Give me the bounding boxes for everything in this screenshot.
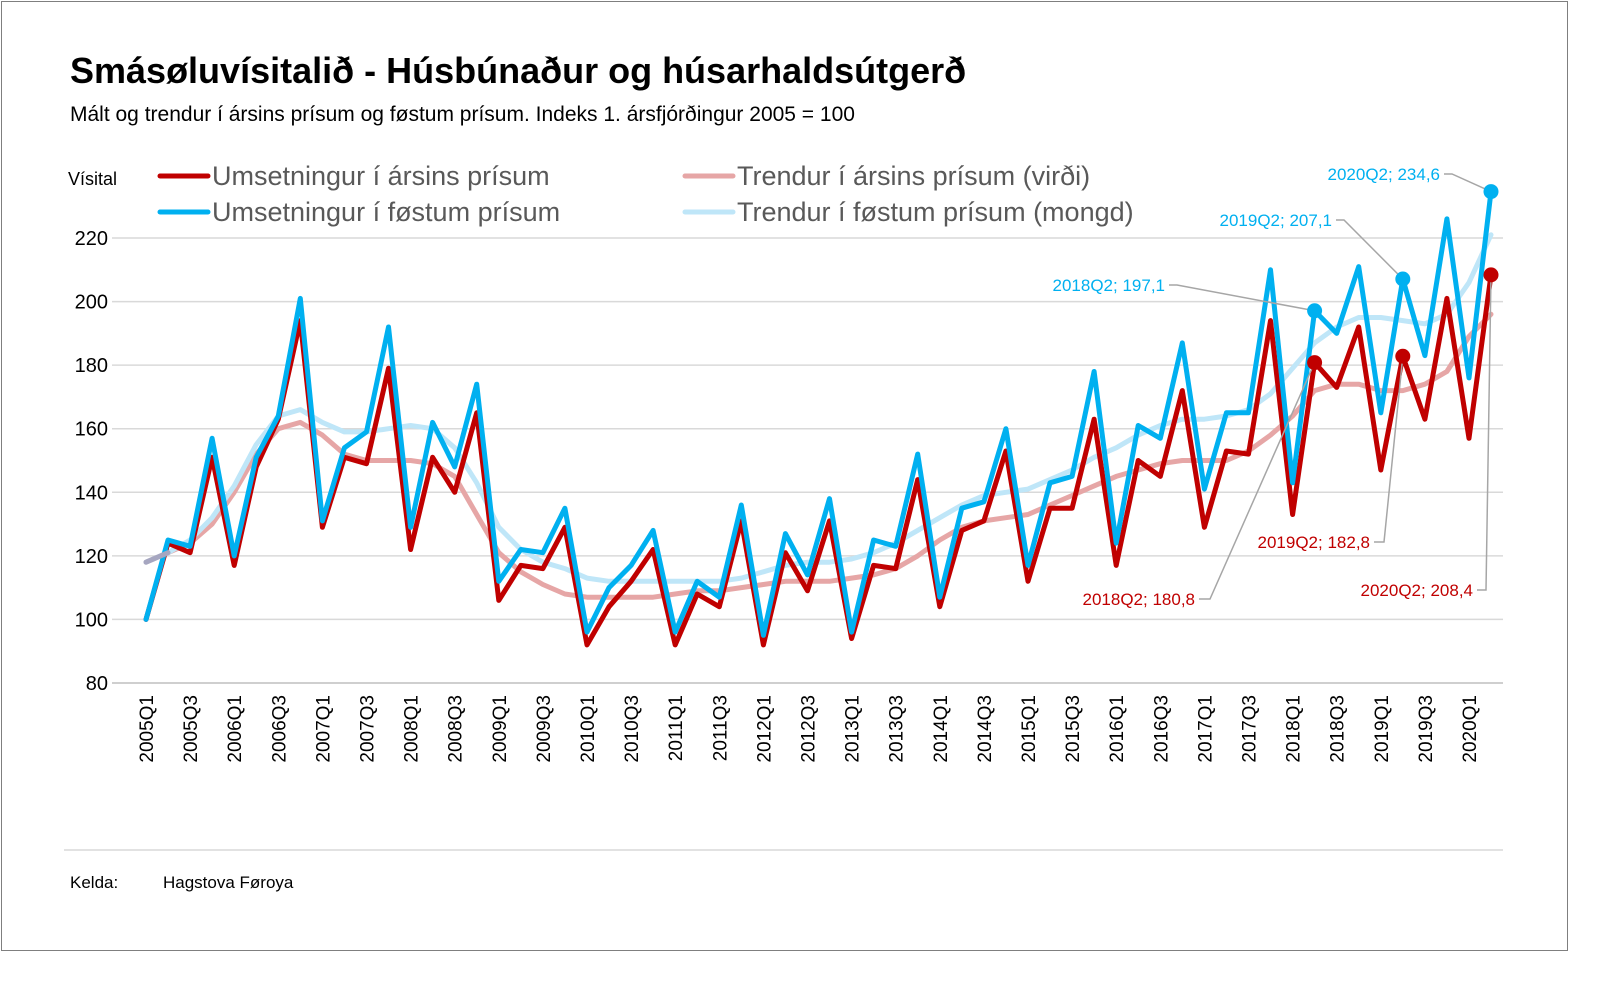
series-lines xyxy=(143,189,1494,648)
x-tick-label: 2010Q3 xyxy=(622,695,643,763)
annotation-marker xyxy=(1483,184,1499,200)
series-overlap-segment xyxy=(143,550,171,565)
x-tick-label: 2007Q3 xyxy=(357,695,378,763)
x-tick-label: 2011Q1 xyxy=(666,695,687,761)
x-tick-label: 2014Q1 xyxy=(931,695,952,763)
y-tick-label: 180 xyxy=(75,355,108,377)
gridlines xyxy=(112,237,1503,684)
chart-title: Smásøluvísitalið - Húsbúnaður og húsarha… xyxy=(70,50,967,91)
series-line xyxy=(143,311,1494,600)
x-tick-label: 2019Q3 xyxy=(1416,695,1437,763)
x-tick-label: 2020Q1 xyxy=(1460,695,1481,763)
series-line xyxy=(143,189,1494,638)
annotation-leader xyxy=(1169,284,1315,312)
x-tick-label: 2013Q1 xyxy=(843,695,864,763)
annotation-label: 2019Q2; 182,8 xyxy=(1258,533,1370,552)
x-tick-label: 2009Q1 xyxy=(490,695,511,763)
legend: Umsetningur í ársins prísum Trendur í árs… xyxy=(157,161,1134,227)
annotation-label: 2019Q2; 207,1 xyxy=(1220,211,1332,230)
x-tick-label: 2006Q3 xyxy=(269,695,290,763)
annotation-label: 2020Q2; 208,4 xyxy=(1361,581,1473,600)
source-label: Kelda: xyxy=(70,873,119,892)
annotation-leader xyxy=(1444,173,1492,193)
chart-subtitle: Mált og trendur í ársins prísum og føstu… xyxy=(70,103,855,126)
x-tick-label: 2015Q3 xyxy=(1063,695,1084,763)
y-tick-label: 100 xyxy=(75,609,108,631)
data-annotations: 2020Q2; 234,6 2019Q2; 207,1 2018Q2; 197,1 2… xyxy=(1053,165,1499,609)
annotation-marker xyxy=(1395,348,1411,364)
y-tick-label: 200 xyxy=(75,292,108,314)
annotation-leader xyxy=(1336,219,1404,280)
x-tick-label: 2015Q1 xyxy=(1019,695,1040,763)
chart-frame xyxy=(1,1,1568,951)
x-tick-label: 2017Q1 xyxy=(1195,695,1216,763)
x-tick-label: 2012Q3 xyxy=(798,695,819,763)
y-tick-label: 160 xyxy=(75,419,108,441)
x-tick-label: 2005Q1 xyxy=(137,695,158,763)
legend-label: Trendur í ársins prísum (virði) xyxy=(737,161,1090,191)
x-tick-label: 2014Q3 xyxy=(975,695,996,763)
y-tick-label: 220 xyxy=(75,228,108,250)
x-tick-label: 2011Q3 xyxy=(710,695,731,761)
y-axis-ticks: 80 100 120 140 160 180 200 220 xyxy=(75,228,108,695)
annotation-leader xyxy=(1477,274,1492,591)
x-tick-label: 2006Q1 xyxy=(225,695,246,763)
annotation-label: 2018Q2; 197,1 xyxy=(1053,276,1165,295)
y-tick-label: 80 xyxy=(86,673,108,695)
x-axis-ticks: 2005Q1 2005Q3 2006Q1 2006Q3 2007Q1 2007Q3 2008… xyxy=(137,695,1481,763)
annotation-marker xyxy=(1395,271,1411,287)
annotation-marker xyxy=(1307,355,1323,371)
annotation-leader xyxy=(1199,362,1316,600)
annotation-marker xyxy=(1307,303,1323,319)
y-tick-label: 120 xyxy=(75,546,108,568)
source-value: Hagstova Føroya xyxy=(163,873,294,892)
x-tick-label: 2016Q1 xyxy=(1107,695,1128,763)
annotation-marker xyxy=(1483,267,1499,283)
x-tick-label: 2017Q3 xyxy=(1239,695,1260,763)
x-tick-label: 2008Q1 xyxy=(402,695,423,763)
annotation-label: 2020Q2; 234,6 xyxy=(1328,165,1440,184)
x-tick-label: 2008Q3 xyxy=(446,695,467,763)
y-axis-label: Vísital xyxy=(68,169,117,189)
x-tick-label: 2016Q3 xyxy=(1151,695,1172,763)
x-tick-label: 2005Q3 xyxy=(181,695,202,763)
annotation-leader xyxy=(1374,356,1404,543)
series-line xyxy=(143,272,1494,648)
y-tick-label: 140 xyxy=(75,482,108,504)
legend-label: Trendur í føstum prísum (mongd) xyxy=(737,197,1134,227)
x-tick-label: 2012Q1 xyxy=(754,695,775,763)
legend-label: Umsetningur í føstum prísum xyxy=(212,197,560,227)
x-tick-label: 2010Q1 xyxy=(578,695,599,763)
x-tick-label: 2018Q1 xyxy=(1284,695,1305,763)
x-tick-label: 2007Q1 xyxy=(313,695,334,763)
legend-label: Umsetningur í ársins prísum xyxy=(212,161,550,191)
x-tick-label: 2009Q3 xyxy=(534,695,555,763)
x-tick-label: 2013Q3 xyxy=(887,695,908,763)
x-tick-label: 2019Q1 xyxy=(1372,695,1393,763)
x-tick-label: 2018Q3 xyxy=(1328,695,1349,763)
annotation-label: 2018Q2; 180,8 xyxy=(1083,590,1195,609)
